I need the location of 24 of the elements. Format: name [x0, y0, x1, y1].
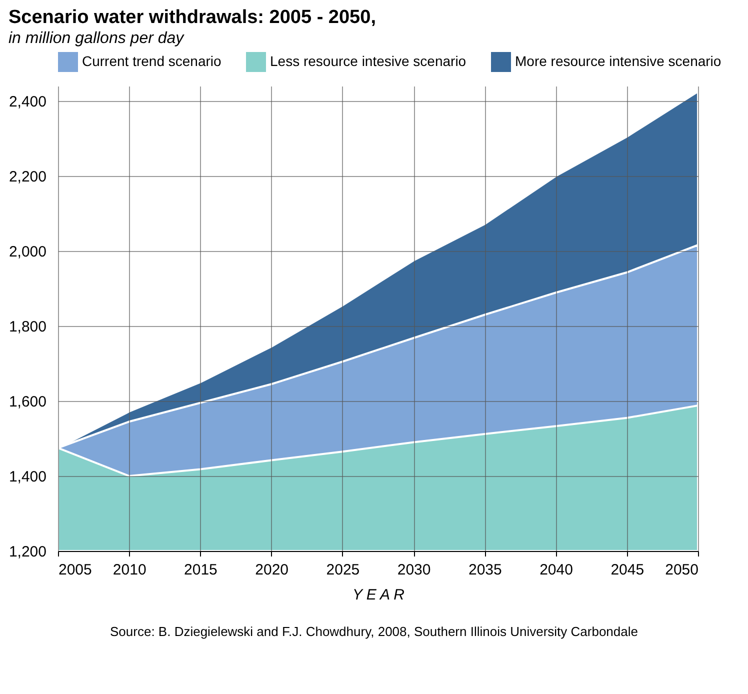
x-tick-label: 2025 — [326, 562, 360, 578]
x-tick-label: 2020 — [255, 562, 289, 578]
y-tick-label: 2,400 — [8, 94, 46, 110]
source-note: Source: B. Dziegielewski and F.J. Chowdhury, 2008, Southern Illinois University Carbondale — [109, 624, 639, 639]
legend-label: More resource intensive scenario — [515, 53, 722, 69]
x-tick-label: 2035 — [468, 562, 502, 578]
y-tick-label: 1,600 — [8, 394, 46, 410]
y-tick-label: 1,800 — [8, 318, 46, 336]
x-tick-label: 2050 — [665, 562, 698, 578]
x-tick-label: 2010 — [112, 562, 146, 578]
x-tick-label: 2030 — [397, 562, 431, 578]
chart-title: Scenario water withdrawals: 2005 - 2050, — [8, 7, 376, 28]
y-tick-label: 2,200 — [8, 168, 46, 186]
x-axis-title: Y E A R — [352, 586, 405, 604]
x-tick-label: 2005 — [58, 562, 92, 578]
y-tick-label: 1,200 — [8, 544, 46, 560]
chart-subtitle: in million gallons per day — [8, 30, 185, 47]
x-tick-label: 2040 — [540, 562, 573, 578]
y-tick-label: 1,400 — [8, 468, 46, 486]
legend-label: Current trend scenario — [82, 53, 222, 69]
x-tick-label: 2015 — [184, 562, 218, 578]
legend-label: Less resource intesive scenario — [270, 53, 466, 69]
y-tick-label: 2,000 — [8, 244, 46, 260]
x-tick-label: 2045 — [610, 562, 644, 578]
